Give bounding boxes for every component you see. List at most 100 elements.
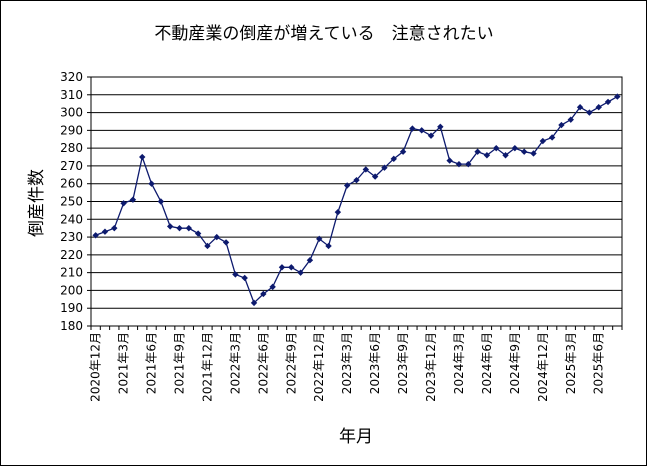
- x-tick-label: 2023年6月: [368, 332, 382, 394]
- x-tick-label: 2022年6月: [256, 332, 270, 394]
- data-point: [502, 152, 509, 159]
- x-tick-label: 2021年6月: [145, 332, 159, 394]
- x-tick-label: 2024年6月: [480, 332, 494, 394]
- x-tick-label: 2021年9月: [173, 332, 187, 394]
- data-point: [204, 242, 211, 250]
- data-point: [371, 173, 379, 180]
- y-tick-label: 230: [60, 230, 83, 244]
- x-tick-label: 2025年3月: [564, 332, 578, 394]
- data-point: [474, 148, 481, 155]
- y-axis-ticks: 320 310 300 290 280 270 260 250 240 230 220 210 200 1…: [60, 70, 91, 333]
- data-point: [381, 164, 388, 171]
- data-point: [306, 256, 314, 264]
- data-point: [250, 299, 258, 307]
- data-point: [213, 233, 220, 241]
- y-tick-label: 200: [60, 283, 83, 297]
- x-tick-label: 2024年9月: [508, 332, 522, 394]
- data-point: [530, 150, 537, 157]
- data-point: [260, 290, 267, 298]
- x-tick-label: 2022年3月: [228, 332, 242, 394]
- y-tick-label: 180: [60, 319, 83, 333]
- chart-title: 不動産業の倒産が増えている 注意されたい: [154, 24, 493, 44]
- gridlines: [91, 76, 622, 327]
- data-point: [185, 224, 193, 232]
- data-point: [465, 160, 472, 168]
- data-point: [101, 228, 109, 235]
- data-point: [614, 93, 621, 100]
- data-point: [353, 176, 360, 184]
- data-point: [120, 200, 127, 207]
- series-layer: [92, 93, 621, 307]
- y-tick-label: 220: [60, 248, 83, 262]
- data-point: [92, 232, 99, 239]
- data-point: [455, 160, 463, 168]
- data-point: [157, 198, 165, 205]
- data-point: [194, 230, 202, 237]
- data-point: [241, 274, 248, 282]
- data-point: [390, 155, 397, 163]
- data-point: [288, 264, 295, 271]
- data-point: [362, 166, 370, 173]
- y-tick-label: 320: [60, 70, 83, 84]
- plot-area-border: [90, 76, 623, 327]
- data-point: [111, 224, 118, 232]
- x-tick-label: 2021年3月: [117, 332, 131, 394]
- y-tick-label: 190: [60, 301, 83, 315]
- data-point: [586, 109, 593, 116]
- data-point: [446, 157, 453, 164]
- x-tick-label: 2023年12月: [424, 332, 438, 402]
- data-point: [576, 104, 584, 111]
- data-point: [558, 121, 565, 129]
- x-tick-label: 2024年12月: [536, 332, 550, 402]
- data-point: [511, 144, 519, 152]
- data-point: [325, 242, 332, 250]
- data-point: [334, 208, 342, 216]
- data-point: [427, 132, 435, 139]
- data-point: [418, 127, 425, 134]
- data-point: [437, 123, 444, 130]
- data-point: [297, 269, 304, 276]
- data-point: [166, 223, 174, 230]
- x-tick-label: 2023年3月: [340, 332, 354, 394]
- data-point: [520, 148, 528, 155]
- y-tick-label: 250: [60, 195, 83, 209]
- data-point: [343, 182, 351, 189]
- y-tick-label: 290: [60, 123, 83, 137]
- x-tick-label: 2022年9月: [284, 332, 298, 394]
- y-tick-label: 310: [60, 88, 83, 102]
- y-tick-label: 270: [60, 159, 83, 173]
- x-axis-title: 年月: [339, 427, 373, 447]
- x-tick-label: 2021年12月: [200, 332, 214, 402]
- data-point: [222, 239, 230, 246]
- x-tick-label: 2023年9月: [396, 332, 410, 394]
- data-point: [409, 125, 416, 132]
- data-point: [399, 148, 407, 155]
- data-point: [483, 152, 491, 159]
- y-tick-label: 240: [60, 212, 83, 226]
- x-tick-label: 2024年3月: [452, 332, 466, 394]
- data-point: [604, 98, 612, 106]
- y-axis-title: 倒産件数: [27, 169, 47, 237]
- data-point: [139, 153, 146, 161]
- y-tick-label: 210: [60, 266, 83, 280]
- data-point: [539, 137, 547, 145]
- x-tick-label: 2020年12月: [89, 332, 103, 402]
- x-tick-label: 2025年6月: [592, 332, 606, 394]
- data-point: [232, 271, 239, 278]
- y-tick-label: 280: [60, 141, 83, 155]
- data-point: [278, 264, 286, 271]
- y-tick-label: 260: [60, 177, 83, 191]
- data-point: [316, 235, 323, 243]
- data-point: [595, 104, 602, 111]
- x-axis-ticks: 2020年12月 2021年3月 2021年6月 2021年9月 2021年12月 202…: [89, 326, 623, 402]
- data-point: [269, 283, 276, 291]
- data-point: [493, 144, 500, 152]
- data-point: [176, 224, 183, 232]
- series-line: [95, 95, 618, 305]
- data-point: [548, 134, 556, 141]
- data-point: [567, 116, 574, 123]
- y-tick-label: 300: [60, 106, 83, 120]
- data-point: [129, 196, 137, 203]
